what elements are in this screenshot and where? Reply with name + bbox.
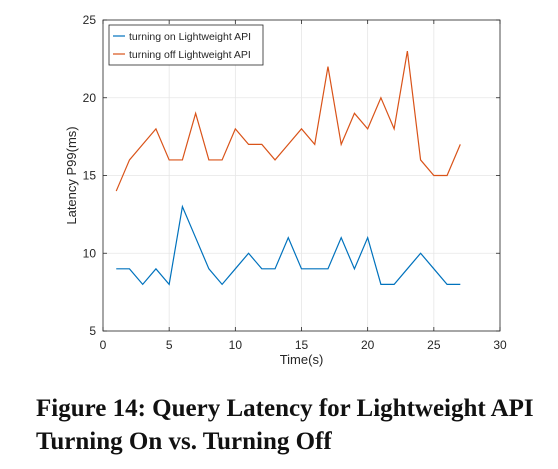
y-axis-label: Latency P99(ms) xyxy=(64,126,79,224)
x-tick-label: 0 xyxy=(100,338,107,352)
legend: turning on Lightweight API turning off Li… xyxy=(108,24,264,66)
legend-box xyxy=(108,24,264,66)
y-tick-label: 15 xyxy=(83,169,97,183)
x-tick-label: 10 xyxy=(229,338,243,352)
y-tick-label: 10 xyxy=(83,246,97,260)
x-tick-label: 5 xyxy=(166,338,173,352)
legend-label: turning on Lightweight API xyxy=(129,31,251,43)
x-tick-label: 30 xyxy=(493,338,507,352)
y-tick-label: 25 xyxy=(83,13,97,27)
series-lines xyxy=(115,50,461,286)
y-tick-label: 5 xyxy=(89,324,96,338)
series-line-turning-off xyxy=(115,50,461,192)
x-tick-label: 15 xyxy=(295,338,309,352)
legend-label: turning off Lightweight API xyxy=(129,49,251,61)
x-axis-label: Time(s) xyxy=(280,352,324,367)
x-tick-label: 20 xyxy=(361,338,375,352)
series-line-turning-on xyxy=(116,204,461,286)
y-tick-label: 20 xyxy=(83,91,97,105)
x-tick-label: 25 xyxy=(427,338,441,352)
figure-caption: Figure 14: Query Latency for Lightweight… xyxy=(36,395,534,455)
legend-entries: turning on Lightweight API turning off Li… xyxy=(113,31,251,61)
